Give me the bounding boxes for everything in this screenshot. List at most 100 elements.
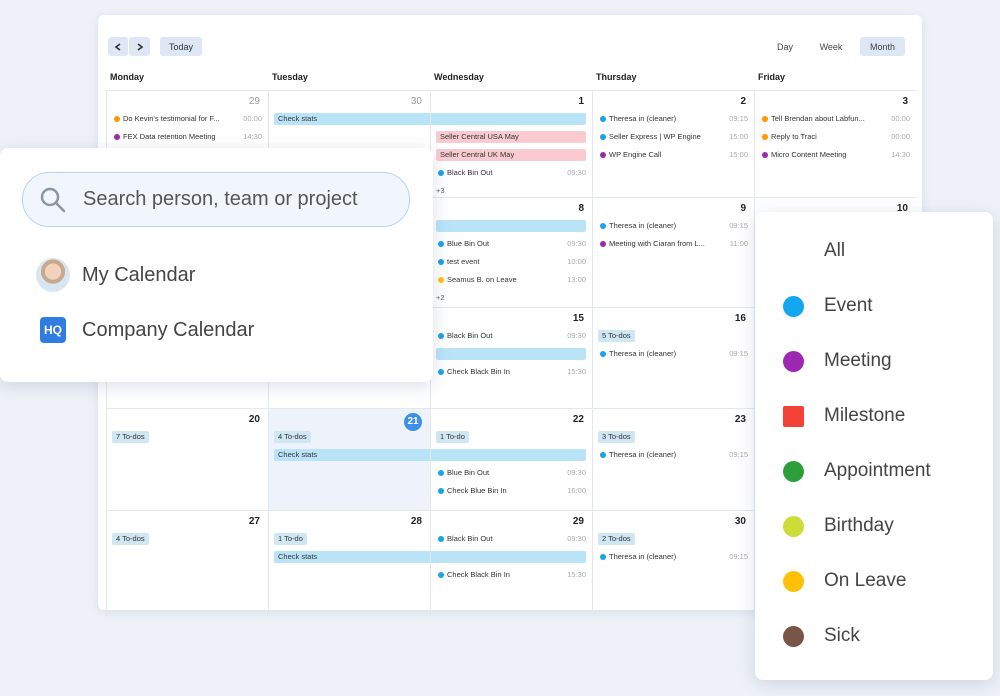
day-number: 20 bbox=[248, 414, 260, 425]
event-title[interactable]: Black Bin Out bbox=[447, 168, 493, 177]
legend-swatch bbox=[783, 516, 804, 537]
event-time: 09:15 bbox=[729, 349, 748, 358]
event-title[interactable]: Check Blue Bin In bbox=[447, 486, 507, 495]
event-title[interactable]: Seller Express | WP Engine bbox=[609, 132, 701, 141]
legend-label[interactable]: Milestone bbox=[824, 405, 906, 426]
search-icon bbox=[40, 187, 66, 213]
event-dot bbox=[600, 116, 606, 122]
day-number: 2 bbox=[740, 96, 746, 107]
today-button[interactable]: Today bbox=[160, 37, 202, 56]
calendar-option[interactable]: Company Calendar bbox=[82, 319, 255, 341]
prev-button[interactable] bbox=[108, 37, 128, 56]
day-number: 8 bbox=[578, 203, 584, 214]
day-number: 16 bbox=[734, 313, 746, 324]
event-title[interactable]: Check Black Bin In bbox=[447, 570, 510, 579]
day-number: 10 bbox=[896, 203, 908, 214]
event-dot bbox=[438, 470, 444, 476]
view-button[interactable]: Week bbox=[819, 41, 843, 52]
event-dot bbox=[438, 572, 444, 578]
event-title[interactable]: WP Engine Call bbox=[609, 150, 662, 159]
legend-popup: All Event Meeting Milestone Appointment Birth… bbox=[755, 212, 993, 680]
legend-label[interactable]: Birthday bbox=[824, 515, 894, 536]
event-dot bbox=[438, 536, 444, 542]
day-number: 29 bbox=[572, 516, 584, 527]
event-time: 13:00 bbox=[567, 275, 586, 284]
event-bar[interactable]: Seller Central USA May bbox=[436, 131, 586, 143]
event-title[interactable]: Theresa in (cleaner) bbox=[609, 114, 677, 123]
day-cell bbox=[592, 307, 754, 408]
event-title[interactable]: FEX Data retention Meeting bbox=[123, 132, 216, 141]
next-button[interactable] bbox=[129, 37, 150, 56]
event-title[interactable]: Seamus B. on Leave bbox=[447, 275, 517, 284]
event-bar[interactable] bbox=[436, 220, 586, 232]
weekday-header: Friday bbox=[758, 72, 786, 82]
event-title[interactable]: Blue Bin Out bbox=[447, 239, 490, 248]
event-dot bbox=[600, 223, 606, 229]
event-time: 14:30 bbox=[891, 150, 910, 159]
event-title[interactable]: test event bbox=[447, 257, 480, 266]
search-box[interactable]: Search person, team or project bbox=[22, 172, 410, 227]
todo-tag[interactable]: 2 To-dos bbox=[598, 533, 635, 545]
event-title[interactable]: Meeting with Ciaran from L... bbox=[609, 239, 705, 248]
day-cell bbox=[430, 90, 592, 197]
legend-label[interactable]: Appointment bbox=[824, 460, 931, 481]
day-cell bbox=[268, 510, 430, 610]
event-title[interactable]: Theresa in (cleaner) bbox=[609, 349, 677, 358]
todo-tag[interactable]: 4 To-dos bbox=[112, 533, 149, 545]
view-button[interactable]: Month bbox=[860, 37, 905, 56]
event-time: 09:30 bbox=[567, 534, 586, 543]
more-link[interactable]: +2 bbox=[436, 293, 445, 302]
day-number: 28 bbox=[410, 516, 422, 527]
event-time: 09:15 bbox=[729, 221, 748, 230]
legend-swatch bbox=[783, 296, 804, 317]
event-dot bbox=[762, 134, 768, 140]
event-title[interactable]: Theresa in (cleaner) bbox=[609, 552, 677, 561]
day-cell bbox=[592, 510, 754, 610]
event-dot bbox=[438, 333, 444, 339]
todo-tag[interactable]: 1 To-do bbox=[274, 533, 307, 545]
event-title[interactable]: Do Kevin's testimonial for F... bbox=[123, 114, 220, 123]
event-dot bbox=[114, 116, 120, 122]
todo-tag[interactable]: 5 To-dos bbox=[598, 330, 635, 342]
legend-label[interactable]: Meeting bbox=[824, 350, 892, 371]
weekday-header: Thursday bbox=[596, 72, 637, 82]
search-placeholder: Search person, team or project bbox=[83, 188, 358, 210]
todo-tag[interactable]: 7 To-dos bbox=[112, 431, 149, 443]
event-bar[interactable]: Seller Central UK May bbox=[436, 149, 586, 161]
event-time: 10:00 bbox=[567, 257, 586, 266]
event-title[interactable]: Blue Bin Out bbox=[447, 468, 490, 477]
legend-label[interactable]: Sick bbox=[824, 625, 860, 646]
legend-label[interactable]: All bbox=[824, 240, 846, 261]
calendar-option[interactable]: My Calendar bbox=[82, 264, 196, 286]
day-cell bbox=[106, 510, 268, 610]
todo-tag[interactable]: 3 To-dos bbox=[598, 431, 635, 443]
event-time: 09:15 bbox=[729, 114, 748, 123]
todo-tag[interactable]: 1 To-do bbox=[436, 431, 469, 443]
event-dot bbox=[762, 152, 768, 158]
event-title[interactable]: Black Bin Out bbox=[447, 534, 493, 543]
event-dot bbox=[438, 277, 444, 283]
legend-label[interactable]: Event bbox=[824, 295, 873, 316]
event-time: 09:15 bbox=[729, 552, 748, 561]
event-title[interactable]: Micro Content Meeting bbox=[771, 150, 847, 159]
todo-tag[interactable]: 4 To-dos bbox=[274, 431, 311, 443]
event-title[interactable]: Theresa in (cleaner) bbox=[609, 221, 677, 230]
view-button[interactable]: Day bbox=[776, 41, 793, 52]
day-number: 22 bbox=[572, 414, 584, 425]
event-bar[interactable] bbox=[436, 348, 586, 360]
weekday-header: Wednesday bbox=[434, 72, 484, 82]
event-title[interactable]: Theresa in (cleaner) bbox=[609, 450, 677, 459]
event-dot bbox=[438, 488, 444, 494]
event-title[interactable]: Check Black Bin In bbox=[447, 367, 510, 376]
weekday-header: Tuesday bbox=[272, 72, 308, 82]
event-time: 15:30 bbox=[567, 367, 586, 376]
event-title[interactable]: Black Bin Out bbox=[447, 331, 493, 340]
legend-swatch bbox=[783, 626, 804, 647]
day-number: 30 bbox=[734, 516, 746, 527]
legend-label[interactable]: On Leave bbox=[824, 570, 907, 591]
event-title[interactable]: Tell Brendan about Labfun... bbox=[771, 114, 865, 123]
more-link[interactable]: +3 bbox=[436, 186, 445, 195]
hq-icon: HQ bbox=[40, 317, 66, 343]
event-title[interactable]: Reply to Traci bbox=[771, 132, 817, 141]
